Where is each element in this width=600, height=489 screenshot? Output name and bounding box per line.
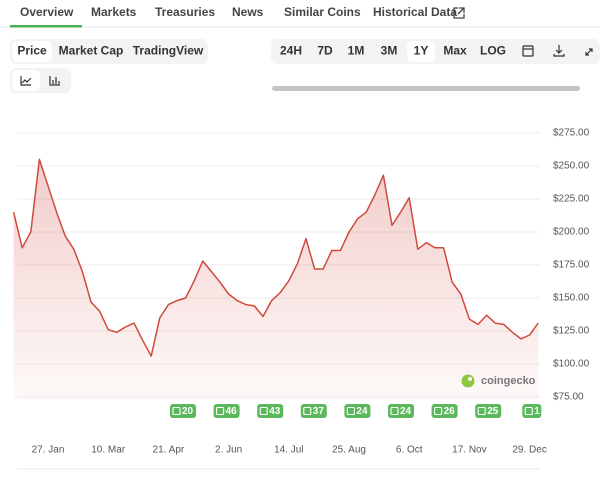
tab[interactable]: Treasuries (155, 5, 215, 19)
tab[interactable]: Overview (20, 5, 74, 19)
news-icon (346, 406, 355, 416)
calendar-icon[interactable] (522, 45, 534, 57)
range-button[interactable]: Max (443, 44, 467, 58)
news-count[interactable]: 24 (356, 406, 368, 417)
x-tick-label: 6. Oct (396, 445, 423, 456)
scrollbar[interactable] (272, 86, 580, 91)
news-icon (172, 406, 181, 416)
y-tick-label: $175.00 (553, 260, 590, 271)
news-icon (477, 406, 486, 416)
y-tick-label: $200.00 (553, 227, 590, 238)
news-count[interactable]: 20 (182, 406, 194, 417)
bar-style-icon[interactable] (49, 76, 60, 86)
y-tick-label: $225.00 (553, 194, 590, 205)
price-area (13, 159, 539, 400)
news-icon (259, 406, 268, 416)
price-line (12, 158, 539, 357)
news-count[interactable]: 1 (534, 406, 540, 417)
news-count[interactable]: 46 (226, 406, 238, 417)
range-button[interactable]: 7D (317, 44, 333, 58)
active-tab-underline (10, 25, 82, 28)
news-count[interactable]: 43 (269, 406, 281, 417)
news-count[interactable]: 37 (313, 406, 325, 417)
news-count[interactable]: 25 (487, 406, 499, 417)
x-tick-label: 29. Dec (512, 445, 546, 456)
news-icon (303, 406, 312, 416)
x-tick-label: 14. Jul (274, 445, 303, 456)
x-tick-label: 10. Mar (91, 445, 126, 456)
x-tick-label: 17. Nov (452, 445, 486, 456)
tab[interactable]: Historical Data (373, 5, 457, 19)
range-button[interactable]: 1Y (414, 44, 429, 58)
range-button[interactable]: 1M (348, 44, 365, 58)
x-tick-label: 2. Jun (215, 445, 242, 456)
news-icon (390, 406, 399, 416)
view-group (10, 39, 208, 64)
view-button[interactable]: TradingView (133, 44, 204, 58)
news-icon (524, 406, 533, 416)
x-tick-label: 25. Aug (332, 445, 366, 456)
download-icon[interactable] (553, 45, 565, 57)
external-link-icon (453, 7, 465, 19)
watermark: coingecko (481, 375, 536, 387)
y-tick-label: $275.00 (553, 128, 590, 139)
range-button[interactable]: 3M (381, 44, 398, 58)
y-tick-label: $100.00 (553, 359, 590, 370)
active-view (12, 41, 52, 62)
view-button[interactable]: Price (17, 44, 47, 58)
watermark-logo-eye (468, 377, 472, 381)
expand-icon[interactable] (585, 48, 593, 56)
range-button[interactable]: 24H (280, 44, 302, 58)
news-icon (434, 406, 443, 416)
range-button[interactable]: LOG (480, 44, 506, 58)
y-tick-label: $150.00 (553, 293, 590, 304)
watermark-logo (461, 374, 475, 388)
tab[interactable]: Similar Coins (284, 5, 361, 19)
range-group (271, 39, 600, 64)
news-icon (216, 406, 225, 416)
y-tick-label: $125.00 (553, 326, 590, 337)
y-tick-label: $75.00 (553, 392, 584, 403)
line-style-icon[interactable] (20, 76, 32, 86)
chart: $75.00 $100.00 $125.00 $150.00 $175.00 $200.0… (12, 128, 590, 456)
news-count[interactable]: 26 (444, 406, 456, 417)
tab[interactable]: News (232, 5, 264, 19)
y-tick-label: $250.00 (553, 161, 590, 172)
view-button[interactable]: Market Cap (59, 44, 124, 58)
x-tick-label: 27. Jan (32, 445, 65, 456)
news-count[interactable]: 24 (400, 406, 412, 417)
x-tick-label: 21. Apr (153, 445, 185, 456)
tab[interactable]: Markets (91, 5, 137, 19)
active-range (407, 41, 435, 62)
